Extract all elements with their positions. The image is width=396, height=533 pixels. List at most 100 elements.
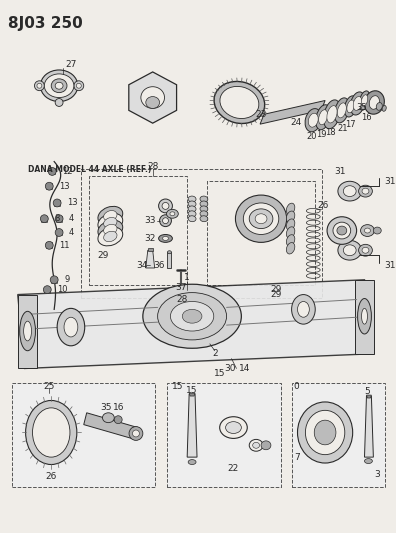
Ellipse shape bbox=[324, 100, 341, 128]
Ellipse shape bbox=[382, 106, 386, 111]
Text: 33: 33 bbox=[144, 216, 156, 225]
Text: 0: 0 bbox=[293, 382, 299, 391]
Ellipse shape bbox=[188, 211, 196, 217]
Ellipse shape bbox=[188, 216, 196, 222]
Text: 17: 17 bbox=[345, 119, 356, 128]
Ellipse shape bbox=[170, 302, 214, 331]
Text: 31: 31 bbox=[334, 167, 346, 176]
Text: 29: 29 bbox=[98, 251, 109, 260]
Text: 2: 2 bbox=[212, 349, 217, 358]
Text: 28: 28 bbox=[147, 162, 158, 171]
Ellipse shape bbox=[162, 237, 168, 240]
Ellipse shape bbox=[141, 87, 164, 108]
Bar bbox=[54, 200, 60, 206]
Text: 32: 32 bbox=[144, 234, 156, 243]
Ellipse shape bbox=[51, 79, 67, 93]
Text: 12: 12 bbox=[62, 167, 72, 176]
Ellipse shape bbox=[236, 195, 287, 243]
Polygon shape bbox=[260, 101, 325, 124]
Text: 19: 19 bbox=[316, 131, 326, 140]
Ellipse shape bbox=[373, 227, 381, 234]
Ellipse shape bbox=[34, 81, 44, 91]
Ellipse shape bbox=[376, 102, 382, 110]
Ellipse shape bbox=[182, 309, 202, 323]
Ellipse shape bbox=[286, 211, 295, 222]
Text: 18: 18 bbox=[325, 127, 335, 136]
Ellipse shape bbox=[162, 203, 169, 209]
Text: 11: 11 bbox=[59, 241, 70, 250]
Ellipse shape bbox=[337, 103, 346, 118]
Ellipse shape bbox=[343, 245, 356, 256]
Text: 35: 35 bbox=[101, 403, 112, 413]
Ellipse shape bbox=[319, 110, 327, 125]
Ellipse shape bbox=[359, 244, 372, 256]
Ellipse shape bbox=[297, 402, 353, 463]
Bar bbox=[89, 176, 187, 285]
Circle shape bbox=[40, 215, 48, 223]
Ellipse shape bbox=[249, 209, 273, 229]
Bar bbox=[44, 287, 50, 293]
Bar bbox=[12, 383, 155, 487]
Ellipse shape bbox=[362, 309, 367, 324]
Ellipse shape bbox=[364, 458, 372, 464]
Ellipse shape bbox=[44, 74, 74, 98]
Ellipse shape bbox=[350, 92, 365, 115]
Ellipse shape bbox=[364, 228, 370, 233]
Bar bbox=[207, 181, 315, 285]
Ellipse shape bbox=[159, 199, 172, 213]
Ellipse shape bbox=[104, 217, 117, 228]
Text: 34: 34 bbox=[136, 261, 148, 270]
Bar bbox=[51, 277, 57, 282]
Polygon shape bbox=[148, 248, 153, 251]
Ellipse shape bbox=[129, 426, 143, 440]
Ellipse shape bbox=[362, 188, 369, 194]
Text: 5: 5 bbox=[365, 386, 370, 395]
Ellipse shape bbox=[159, 235, 172, 243]
Ellipse shape bbox=[98, 213, 123, 232]
Ellipse shape bbox=[333, 222, 351, 239]
Ellipse shape bbox=[133, 430, 139, 437]
Text: 22: 22 bbox=[228, 464, 239, 473]
Ellipse shape bbox=[327, 106, 337, 123]
Text: 26: 26 bbox=[46, 472, 57, 481]
Ellipse shape bbox=[74, 81, 84, 91]
Ellipse shape bbox=[98, 206, 123, 225]
Text: 1: 1 bbox=[184, 273, 190, 282]
Bar bbox=[46, 183, 52, 189]
Ellipse shape bbox=[286, 227, 295, 238]
Ellipse shape bbox=[98, 227, 123, 246]
Circle shape bbox=[45, 241, 53, 249]
Ellipse shape bbox=[20, 311, 36, 351]
Ellipse shape bbox=[347, 100, 354, 113]
Ellipse shape bbox=[158, 293, 227, 340]
Circle shape bbox=[55, 215, 63, 223]
Text: 29: 29 bbox=[270, 290, 282, 299]
Ellipse shape bbox=[104, 211, 117, 221]
Ellipse shape bbox=[200, 211, 208, 217]
Ellipse shape bbox=[343, 185, 356, 197]
Ellipse shape bbox=[64, 317, 78, 337]
Ellipse shape bbox=[188, 196, 196, 202]
Text: 13: 13 bbox=[59, 182, 70, 191]
Bar bbox=[291, 383, 385, 487]
Ellipse shape bbox=[103, 413, 114, 423]
Ellipse shape bbox=[345, 96, 357, 117]
Bar bbox=[41, 216, 47, 222]
Ellipse shape bbox=[337, 226, 347, 235]
Ellipse shape bbox=[200, 196, 208, 202]
Ellipse shape bbox=[338, 181, 362, 201]
Ellipse shape bbox=[200, 216, 208, 222]
Ellipse shape bbox=[362, 247, 369, 253]
Ellipse shape bbox=[143, 284, 241, 348]
Text: DANA MODEL 44 AXLE (REF.): DANA MODEL 44 AXLE (REF.) bbox=[28, 165, 151, 174]
Text: 15: 15 bbox=[187, 386, 198, 394]
Circle shape bbox=[53, 199, 61, 207]
Polygon shape bbox=[146, 251, 155, 268]
Ellipse shape bbox=[146, 96, 160, 108]
Ellipse shape bbox=[114, 416, 122, 424]
Text: 15: 15 bbox=[214, 369, 225, 378]
Circle shape bbox=[45, 182, 53, 190]
Circle shape bbox=[55, 229, 63, 237]
Ellipse shape bbox=[166, 209, 178, 218]
Ellipse shape bbox=[220, 86, 259, 118]
